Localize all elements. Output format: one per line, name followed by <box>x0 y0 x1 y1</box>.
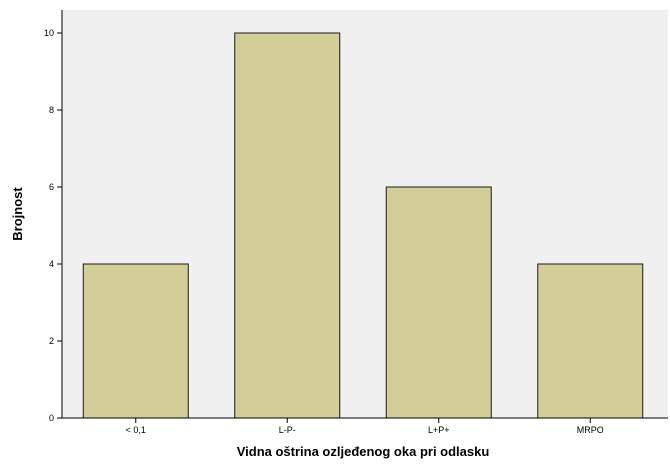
y-tick-label-2: 4 <box>49 259 54 269</box>
y-axis-title: Brojnost <box>10 187 25 241</box>
bars-layer <box>82 32 644 419</box>
y-tick-label-4: 8 <box>49 105 54 115</box>
x-tick-label-1: L-P- <box>279 425 296 435</box>
y-tick-label-1: 2 <box>49 336 54 346</box>
x-tick-label-3: MRPO <box>577 425 604 435</box>
axes-layer <box>61 10 668 419</box>
y-tick-label-0: 0 <box>49 413 54 423</box>
x-axis-title: Vidna oštrina ozljeđenog oka pri odlasku <box>237 444 490 459</box>
bar-1 <box>234 32 341 419</box>
y-tick-label-5: 10 <box>44 28 54 38</box>
x-tick-label-2: L+P+ <box>428 425 450 435</box>
y-tick-label-3: 6 <box>49 182 54 192</box>
bar-3 <box>537 263 644 419</box>
bar-2 <box>385 186 492 419</box>
ticks-layer: 0 2 4 6 8 10 < 0,1 L-P- L+P+ MRPO <box>44 28 604 435</box>
x-tick-label-0: < 0,1 <box>126 425 146 435</box>
bar-0 <box>82 263 189 419</box>
